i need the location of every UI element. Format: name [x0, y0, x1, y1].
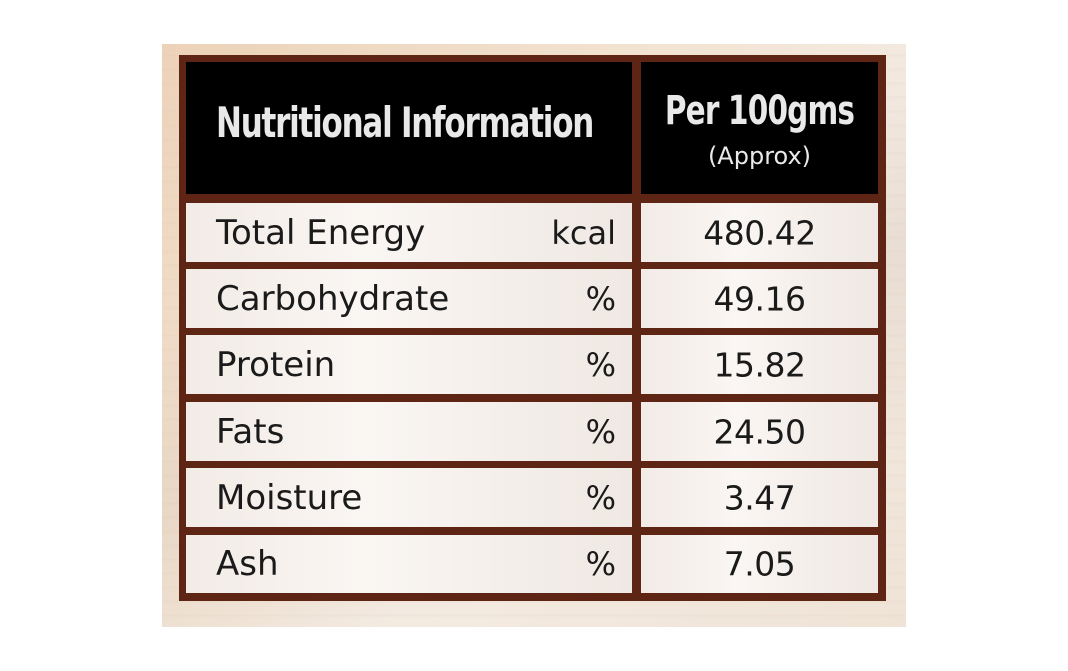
unit-label: % [585, 279, 616, 318]
table-row-label-cell: Protein % [186, 335, 632, 394]
table-row-value-cell: 7.05 [641, 535, 878, 593]
table-row-label-cell: Ash % [186, 535, 632, 593]
table-row-label-cell: Total Energy kcal [186, 203, 632, 262]
nutrient-label: Carbohydrate [216, 278, 450, 319]
table-row-value-cell: 15.82 [641, 335, 878, 394]
nutrient-label: Moisture [216, 477, 363, 518]
table-row-label-cell: Moisture % [186, 468, 632, 527]
table-row-value-cell: 3.47 [641, 468, 878, 527]
nutrient-value: 3.47 [723, 478, 796, 517]
nutrient-label: Ash [216, 544, 279, 584]
unit-label: % [585, 412, 616, 451]
unit-label: % [585, 345, 616, 384]
nutrient-value: 24.50 [713, 412, 806, 451]
table-row-label-cell: Fats % [186, 402, 632, 461]
table-row-value-cell: 24.50 [641, 402, 878, 461]
header-title-cell: Nutritional Information [186, 62, 632, 194]
nutrient-value: 15.82 [713, 345, 806, 384]
approx-label: (Approx) [707, 142, 812, 170]
unit-label: % [585, 545, 616, 583]
nutrient-value: 49.16 [713, 279, 806, 318]
table-title: Nutritional Information [216, 98, 594, 147]
nutrient-label: Fats [216, 411, 285, 452]
table-row-label-cell: Carbohydrate % [186, 269, 632, 328]
nutrition-table: Nutritional Information Per 100gms (Appr… [179, 55, 886, 601]
unit-label: kcal [551, 213, 616, 252]
nutrient-value: 7.05 [723, 544, 796, 584]
nutrient-value: 480.42 [703, 213, 816, 252]
unit-label: % [585, 478, 616, 517]
per-100gms-label: Per 100gms [664, 88, 855, 134]
header-per-cell: Per 100gms (Approx) [641, 62, 878, 194]
nutrient-label: Protein [216, 344, 336, 385]
table-row-value-cell: 480.42 [641, 203, 878, 262]
table-row-value-cell: 49.16 [641, 269, 878, 328]
nutrient-label: Total Energy [216, 212, 426, 253]
